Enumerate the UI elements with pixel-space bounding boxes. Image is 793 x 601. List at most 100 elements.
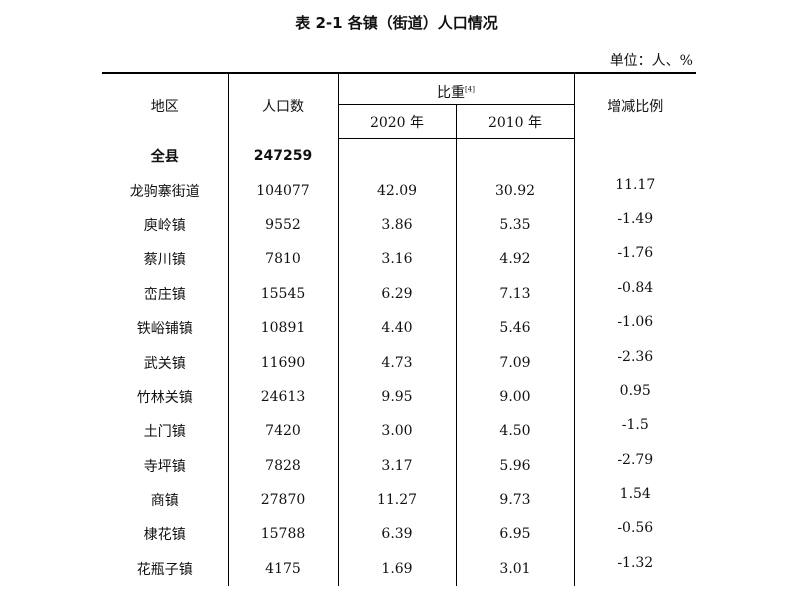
cell-change-text: -2.79: [617, 451, 654, 468]
cell-change: -2.36: [573, 345, 697, 380]
cell-proportion-2010-text: 5.35: [499, 216, 531, 233]
table-row: 商镇 27870 11.27 9.73 1.54: [102, 482, 697, 518]
cell-region: 花瓶子镇: [102, 552, 228, 586]
cell-change-text: 1.54: [619, 486, 651, 503]
cell-proportion-2010: 6.95: [455, 517, 575, 552]
cell-population-text: 10891: [260, 320, 306, 337]
cell-region: 武关镇: [102, 345, 228, 379]
cell-proportion-2010-text: 4.50: [499, 423, 531, 440]
cell-change-text: -1.49: [617, 210, 654, 227]
table-row: 寺坪镇 7828 3.17 5.96 -2.79: [102, 448, 697, 483]
cell-population: 15545: [227, 276, 338, 311]
cell-change: -1.06: [573, 310, 697, 346]
cell-population-text: 27870: [260, 492, 306, 509]
cell-change: -0.56: [573, 517, 697, 552]
cell-population: 4175: [227, 551, 338, 587]
cell-proportion-2010: 9.73: [455, 482, 575, 518]
cell-proportion-2020-text: 42.09: [376, 182, 418, 199]
cell-population-text: 24613: [260, 388, 306, 405]
cell-proportion-2020: 9.95: [337, 379, 456, 415]
cell-region-text: 蔡川镇: [143, 252, 186, 269]
cell-change: -0.84: [573, 276, 697, 311]
cell-change: 11.17: [573, 173, 697, 208]
table-row: 庾岭镇 9552 3.86 5.35 -1.49: [102, 207, 697, 243]
cell-proportion-2020-text: 1.69: [381, 560, 413, 577]
table-row-total: 全县 247259: [102, 138, 697, 174]
cell-population-text: 104077: [256, 182, 310, 199]
cell-proportion-2020-text: 4.40: [381, 320, 413, 337]
cell-population: 11690: [227, 345, 338, 380]
cell-proportion-2020-text: 9.95: [381, 388, 413, 405]
cell-proportion-2020: 1.69: [337, 551, 456, 587]
header-proportion: 比重[4]: [337, 72, 575, 105]
cell-region: 土门镇: [102, 414, 228, 448]
header-proportion-note: [4]: [465, 85, 475, 94]
cell-region: 棣花镇: [102, 517, 228, 551]
cell-region-text: 寺坪镇: [143, 458, 186, 475]
cell-change: 0.95: [573, 379, 697, 415]
cell-proportion-2020: 42.09: [337, 173, 456, 208]
cell-proportion-2020: 3.86: [337, 207, 456, 243]
table-row: 竹林关镇 24613 9.95 9.00 0.95: [102, 379, 697, 415]
cell-proportion-2020-text: 3.16: [381, 251, 413, 268]
cell-proportion-2020: 4.40: [337, 310, 456, 346]
cell-population: 9552: [227, 207, 338, 243]
cell-region-text: 龙驹寨街道: [129, 183, 200, 200]
cell-population: 24613: [227, 379, 338, 415]
cell-population-text: 9552: [265, 216, 301, 233]
table-row: 土门镇 7420 3.00 4.50 -1.5: [102, 414, 697, 449]
cell-change: -1.49: [573, 207, 697, 243]
cell-proportion-2010: 4.50: [455, 414, 575, 449]
cell-change: -1.5: [573, 414, 697, 449]
cell-region-text: 武关镇: [143, 355, 186, 372]
cell-region: 庾岭镇: [102, 208, 228, 242]
cell-region-text: 铁峪铺镇: [136, 321, 193, 338]
cell-region: 峦庄镇: [102, 277, 228, 311]
cell-change: -1.32: [573, 551, 697, 587]
table-row: 铁峪铺镇 10891 4.40 5.46 -1.06: [102, 310, 697, 346]
cell-proportion-2010: 4.92: [455, 242, 575, 277]
cell-proportion-2010: 5.35: [455, 207, 575, 243]
cell-proportion-2010-text: 5.46: [499, 320, 531, 337]
cell-population: 247259: [227, 138, 338, 174]
cell-proportion-2010-text: 4.92: [499, 251, 531, 268]
cell-proportion-2020-text: 11.27: [376, 492, 418, 509]
cell-population: 10891: [227, 310, 338, 346]
cell-change-text: 11.17: [615, 176, 656, 193]
table-row: 龙驹寨街道 104077 42.09 30.92 11.17: [102, 173, 697, 208]
cell-change-text: -0.56: [617, 520, 654, 537]
cell-population-text: 11690: [260, 354, 306, 371]
cell-change-text: -1.32: [617, 554, 654, 571]
cell-proportion-2020-text: 6.39: [381, 526, 413, 543]
cell-proportion-2020: 4.73: [337, 345, 456, 380]
cell-population: 7420: [227, 414, 338, 449]
cell-region-text: 土门镇: [143, 424, 186, 441]
cell-proportion-2020: 11.27: [337, 482, 456, 518]
cell-change: -2.79: [573, 448, 697, 483]
cell-proportion-2010-text: 5.96: [499, 457, 531, 474]
cell-proportion-2010-text: 3.01: [499, 560, 531, 577]
header-year-2010: 2010 年: [455, 104, 575, 139]
cell-change-text: -1.06: [617, 314, 654, 331]
cell-proportion-2020-text: 3.00: [381, 423, 413, 440]
cell-region: 铁峪铺镇: [102, 311, 228, 345]
cell-region: 全县: [102, 139, 228, 174]
cell-population-text: 247259: [253, 147, 313, 164]
cell-proportion-2020: 3.17: [337, 448, 456, 483]
cell-proportion-2010: 9.00: [455, 379, 575, 415]
cell-population-text: 7420: [265, 423, 301, 440]
cell-proportion-2020: 3.00: [337, 414, 456, 449]
cell-population: 15788: [227, 517, 338, 552]
cell-proportion-2020: [337, 138, 456, 174]
cell-proportion-2020-text: 3.86: [381, 216, 413, 233]
cell-region-text: 棣花镇: [143, 527, 186, 544]
table-title: 表 2-1 各镇（街道）人口情况: [295, 14, 498, 32]
cell-region-text: 峦庄镇: [143, 286, 186, 303]
cell-proportion-2010-text: 9.00: [499, 388, 531, 405]
cell-region-text: 竹林关镇: [136, 389, 193, 406]
cell-change-text: -1.5: [621, 417, 649, 434]
header-proportion-label: 比重: [437, 85, 466, 101]
cell-proportion-2010-text: 6.95: [499, 526, 531, 543]
cell-region-text: 庾岭镇: [143, 217, 186, 234]
cell-change: -1.76: [573, 242, 697, 277]
